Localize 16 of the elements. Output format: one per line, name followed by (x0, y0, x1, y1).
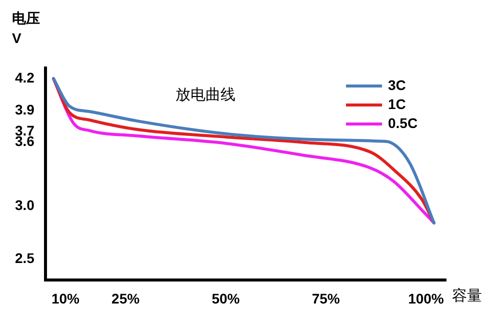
x-tick-label: 100% (408, 290, 444, 306)
y-tick-label: 2.5 (14, 250, 35, 266)
y-tick-label: 3.9 (14, 101, 35, 118)
text: 放电曲线 (176, 86, 236, 104)
x-tick-label: 75% (312, 290, 340, 306)
y-tick-label: 4.2 (14, 69, 35, 86)
line-series (52, 77, 436, 224)
legend-label: 1C (388, 96, 406, 112)
x-tick-label: 50% (212, 290, 240, 306)
x-tick-label: 25% (112, 290, 140, 306)
legend-label: 3C (388, 76, 406, 93)
x-axis-title: 容量 (452, 287, 482, 304)
legend-label: 0.5C (388, 114, 418, 131)
x-tick-label: 10% (51, 290, 80, 306)
y-axis-title: 电压 V (12, 10, 40, 46)
y-tick-label: 3.0 (14, 196, 35, 213)
